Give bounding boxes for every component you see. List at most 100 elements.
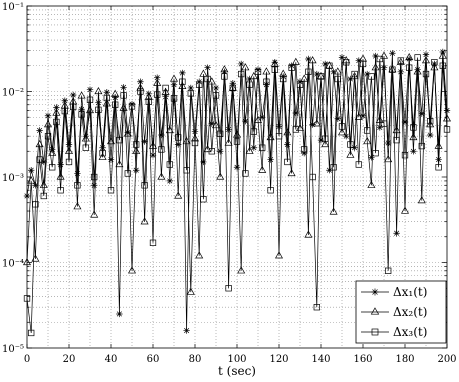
series-3-square-marker [414, 54, 421, 61]
y-tick-labels: 10⁻¹ 10⁻² 10⁻³ 10⁻⁴ 10⁻⁵ [2, 2, 24, 355]
series-1-asterisk-marker [267, 156, 274, 163]
series-2-triangle-marker [346, 150, 355, 158]
series-3-square-marker [347, 141, 354, 148]
series-3-square-marker [250, 128, 257, 135]
series-2-triangle-marker [43, 120, 53, 128]
series-3-square-marker [133, 141, 140, 148]
series-2-triangle-marker [321, 139, 330, 148]
series-2-triangle-marker [161, 87, 170, 95]
series-2-triangle-marker [249, 71, 258, 80]
series-2-triangle-marker [111, 89, 120, 97]
series-2-triangle-marker [392, 125, 401, 134]
series-2-triangle-marker [35, 139, 44, 148]
series-3-square-marker [385, 267, 392, 274]
series-3-square-marker [338, 123, 346, 130]
series-3-square-marker [36, 156, 43, 163]
series-2-triangle-marker [102, 99, 111, 107]
series-3-square-marker [225, 285, 232, 292]
series-2-triangle-marker [140, 217, 149, 225]
series-3-square-marker [242, 170, 249, 177]
series-2-triangle-marker [300, 74, 309, 82]
x-tick-label: 140 [311, 354, 330, 365]
series-3-square-marker [120, 92, 127, 99]
legend-entry-series-2: Δx₂(t) [361, 305, 427, 319]
series-2-triangle-marker [157, 172, 166, 180]
series-2-triangle-marker [421, 56, 431, 64]
series-3-square-marker [32, 201, 39, 208]
series-2-triangle-marker [123, 129, 132, 137]
series-2-triangle-marker [384, 155, 393, 163]
series-2-triangle-marker [337, 128, 347, 136]
series-3-square-marker [78, 111, 85, 118]
series-1-asterisk-marker [133, 167, 140, 174]
x-tick-label: 180 [395, 354, 414, 365]
series-2-triangle-marker [405, 52, 414, 61]
series-2-triangle-marker [333, 67, 342, 75]
series-2-triangle-marker [52, 108, 61, 116]
series-3-square-marker [238, 70, 245, 78]
series-1-asterisk-marker [70, 91, 77, 99]
series-3-square-marker [422, 70, 430, 78]
series-3-square-marker [267, 187, 274, 194]
series-3-square-marker [355, 161, 362, 168]
series-1-asterisk-marker [380, 64, 388, 71]
series-3-square-marker [162, 84, 169, 92]
series-3-square-marker [124, 170, 131, 177]
series-3-square-marker [65, 158, 73, 166]
series-1-asterisk-marker [57, 161, 64, 168]
series-2-triangle-marker [81, 134, 90, 142]
series-2-triangle-marker [94, 86, 103, 95]
series-1-asterisk-marker [355, 57, 362, 64]
series-3-square-marker [427, 118, 434, 125]
series-1-asterisk-marker [330, 68, 337, 75]
series-2-triangle-marker [174, 191, 183, 199]
series-3-square-marker [326, 62, 333, 69]
legend-entry-series-3: Δx₃(t) [361, 325, 427, 339]
series-2-triangle-marker [224, 138, 233, 146]
series-1-asterisk-marker [326, 167, 333, 174]
x-axis-label: t (sec) [218, 364, 256, 378]
series-1-asterisk-marker [410, 148, 417, 155]
series-2-triangle-marker [417, 196, 426, 204]
series-2-triangle-marker [237, 266, 246, 274]
series-2-triangle-marker [258, 165, 267, 173]
series-2-triangle-marker [77, 91, 86, 99]
series-2-triangle-marker [312, 119, 321, 127]
series-2-triangle-marker [216, 172, 225, 180]
series-2-triangle-marker [270, 59, 279, 67]
series-3-square-marker [435, 164, 442, 171]
series-1-asterisk-marker [368, 154, 375, 161]
series-3-square-marker [246, 81, 253, 88]
series-3-square-marker [275, 133, 283, 140]
legend-label-series-2: Δx₂(t) [393, 305, 427, 319]
series-3-square-marker [166, 161, 173, 168]
series-3-square-marker [158, 146, 165, 153]
series-1-asterisk-marker [233, 164, 241, 171]
series-3-square-marker [74, 182, 81, 189]
legend-label-series-1: Δx₁(t) [393, 285, 427, 299]
series-1-asterisk-marker [338, 54, 346, 61]
series-1-asterisk-marker [158, 131, 165, 139]
series-2-triangle-marker [132, 146, 141, 154]
series-3-square-marker [212, 92, 220, 99]
series-1-asterisk-marker [284, 141, 291, 148]
series-1-asterisk-marker [229, 80, 236, 87]
series-1-asterisk-marker [78, 106, 85, 113]
series-3-square-marker [40, 192, 47, 200]
series-3-square-marker [263, 78, 270, 85]
x-tick-label: 160 [353, 354, 372, 365]
series-1-asterisk-marker [166, 177, 173, 185]
series-3-square-marker [439, 62, 446, 69]
series-3-square-marker [372, 150, 379, 157]
series-3-square-marker [200, 196, 207, 203]
series-1-asterisk-marker [305, 55, 312, 63]
series-2-triangle-marker [379, 51, 389, 59]
series-3-square-marker [95, 106, 102, 114]
series-2-triangle-marker [245, 146, 254, 154]
series-1-asterisk-marker [242, 117, 249, 125]
series-3-square-marker [86, 96, 94, 103]
series-1-asterisk-marker [28, 167, 35, 174]
series-2-triangle-marker [434, 141, 443, 149]
series-1-asterisk-marker [175, 141, 182, 148]
